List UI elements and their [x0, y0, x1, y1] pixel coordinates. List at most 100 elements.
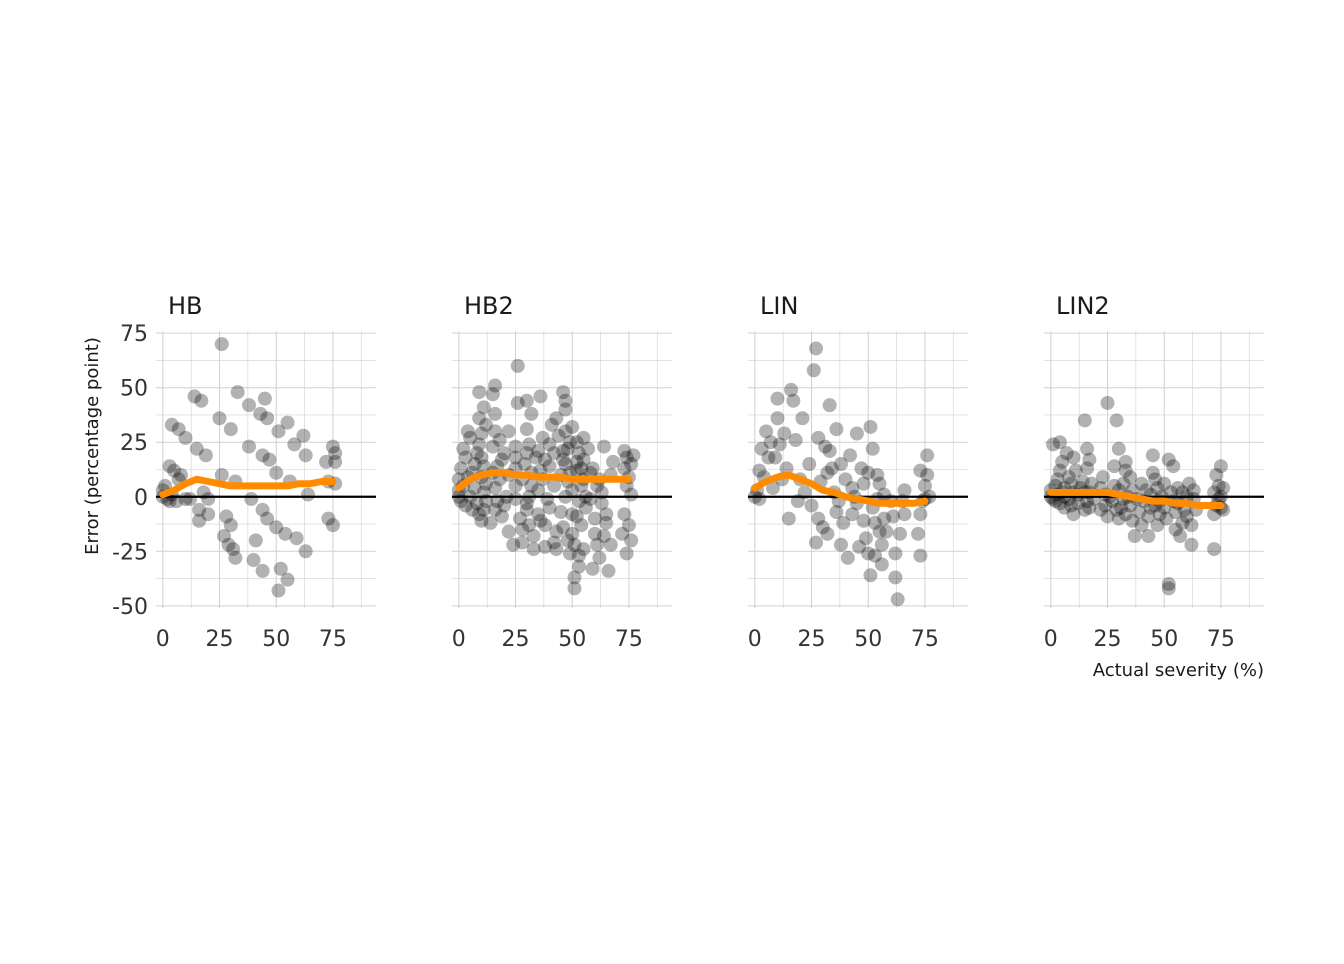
data-point: [544, 417, 559, 432]
data-point: [549, 411, 564, 426]
data-point: [492, 433, 507, 448]
data-point: [479, 417, 494, 432]
data-point: [565, 483, 580, 498]
data-point: [1157, 476, 1172, 491]
data-point: [497, 446, 512, 461]
data-point: [171, 422, 186, 437]
data-point: [513, 511, 528, 526]
data-point: [1161, 452, 1176, 467]
data-point: [556, 452, 571, 467]
data-point: [1055, 454, 1070, 469]
data-point: [1061, 470, 1076, 485]
data-point: [1134, 476, 1149, 491]
data-point: [1046, 437, 1061, 452]
x-tick-label: 50: [262, 627, 290, 652]
data-point: [515, 535, 530, 550]
data-point: [549, 542, 564, 557]
x-tick-label: 25: [798, 627, 826, 652]
data-point: [553, 505, 568, 520]
data-point: [1116, 476, 1131, 491]
data-point: [913, 507, 928, 522]
data-point: [569, 463, 584, 478]
data-point: [476, 502, 491, 517]
data-point: [465, 502, 480, 517]
data-point: [485, 387, 500, 402]
data-point: [1107, 478, 1122, 493]
data-point: [287, 437, 302, 452]
data-point: [508, 439, 523, 454]
data-point: [806, 363, 821, 378]
data-point: [763, 435, 778, 450]
data-point: [838, 472, 853, 487]
data-point: [784, 382, 799, 397]
smooth-trend-line: [159, 475, 337, 499]
data-point: [278, 526, 293, 541]
data-point: [569, 509, 584, 524]
data-point: [537, 518, 552, 533]
data-point: [1107, 459, 1122, 474]
data-point: [562, 435, 577, 450]
data-point: [585, 461, 600, 476]
data-point: [840, 550, 855, 565]
data-point: [854, 461, 869, 476]
data-point: [861, 465, 876, 480]
data-point: [596, 439, 611, 454]
data-point: [515, 522, 530, 537]
data-point: [328, 446, 343, 461]
data-point: [463, 489, 478, 504]
panel-lin2: LIN2 0 25 50 75: [1043, 292, 1264, 652]
data-point: [522, 518, 537, 533]
data-point: [892, 526, 907, 541]
data-point: [1173, 529, 1188, 544]
data-point: [822, 443, 837, 458]
data-point: [1209, 467, 1224, 482]
data-point: [567, 570, 582, 585]
data-point: [567, 581, 582, 596]
data-point: [196, 485, 211, 500]
x-axis-title: Actual severity (%): [1093, 660, 1264, 681]
data-point: [273, 561, 288, 576]
data-point: [574, 461, 589, 476]
data-point: [531, 507, 546, 522]
data-point: [1080, 494, 1095, 509]
data-point: [877, 487, 892, 502]
data-point: [765, 481, 780, 496]
data-point: [269, 520, 284, 535]
data-point: [888, 570, 903, 585]
data-point: [558, 402, 573, 417]
data-point: [868, 515, 883, 530]
data-point: [490, 494, 505, 509]
data-point: [1164, 485, 1179, 500]
data-point: [802, 457, 817, 472]
data-point: [576, 452, 591, 467]
data-point: [868, 548, 883, 563]
data-point: [1148, 472, 1163, 487]
data-point: [463, 430, 478, 445]
data-point: [558, 457, 573, 472]
data-point: [601, 563, 616, 578]
data-point: [524, 406, 539, 421]
data-point: [1100, 509, 1115, 524]
data-point: [1186, 483, 1201, 498]
data-point: [772, 437, 787, 452]
data-point: [1118, 507, 1133, 522]
panel-title: LIN: [760, 292, 798, 320]
data-point: [1145, 465, 1160, 480]
data-point: [192, 513, 207, 528]
x-tick-label: 75: [319, 627, 347, 652]
data-point: [822, 398, 837, 413]
data-point: [870, 467, 885, 482]
data-point: [1175, 485, 1190, 500]
data-point: [920, 467, 935, 482]
data-point: [510, 358, 525, 373]
data-point: [257, 391, 272, 406]
data-point: [617, 461, 632, 476]
data-point: [836, 515, 851, 530]
smooth-trend-line: [455, 469, 633, 492]
data-point: [1139, 483, 1154, 498]
data-point: [328, 454, 343, 469]
data-point: [460, 424, 475, 439]
data-point: [1207, 507, 1222, 522]
data-point: [797, 485, 812, 500]
panel-title: HB: [168, 292, 203, 320]
